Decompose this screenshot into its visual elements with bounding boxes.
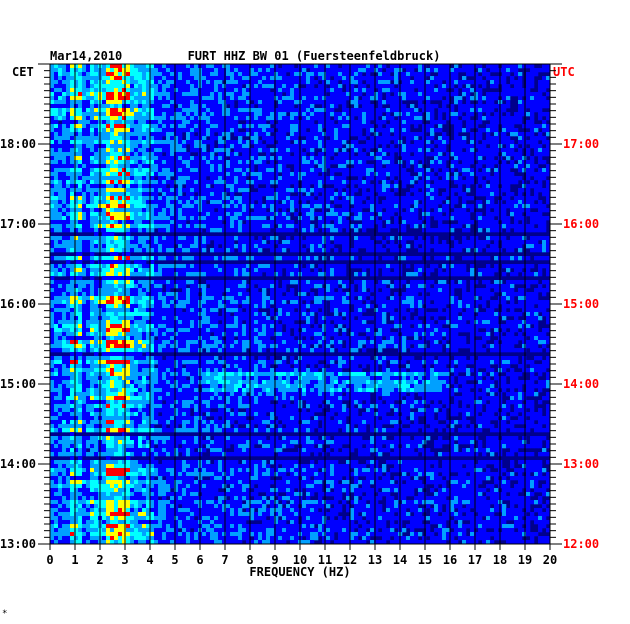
x-tick-label: 3 — [121, 553, 128, 567]
date-label: Mar14,2010 — [50, 49, 122, 63]
cet-axis-label: CET — [12, 65, 34, 79]
plot-area — [49, 63, 551, 545]
cet-hour-label: 15:00 — [0, 377, 36, 391]
utc-hour-label: 12:00 — [563, 537, 599, 551]
cet-hour-label: 14:00 — [0, 457, 36, 471]
x-tick-label: 11 — [318, 553, 332, 567]
x-tick-label: 15 — [418, 553, 432, 567]
utc-hour-label: 17:00 — [563, 137, 599, 151]
grid-lines — [74, 64, 526, 544]
x-tick-label: 1 — [71, 553, 78, 567]
utc-hour-label: 14:00 — [563, 377, 599, 391]
x-axis-label: FREQUENCY (HZ) — [249, 565, 350, 579]
frequency-axis: 0 1 2 3 4 5 6 7 8 9 10 11 12 13 14 15 16 17 18 19 20 — [46, 544, 557, 567]
utc-hour-label: 16:00 — [563, 217, 599, 231]
utc-hour-label: 15:00 — [563, 297, 599, 311]
x-tick-label: 18 — [493, 553, 507, 567]
heatmap-cells — [50, 64, 551, 545]
x-tick-label: 0 — [46, 553, 53, 567]
x-tick-label: 7 — [221, 553, 228, 567]
cet-hour-label: 16:00 — [0, 297, 36, 311]
x-tick-label: 10 — [293, 553, 307, 567]
x-tick-label: 4 — [146, 553, 153, 567]
x-tick-label: 8 — [246, 553, 253, 567]
x-tick-label: 13 — [368, 553, 382, 567]
utc-hour-label: 13:00 — [563, 457, 599, 471]
chart-title: FURT HHZ BW 01 (Fuersteenfeldbruck) — [188, 49, 441, 63]
cet-axis: 13:00 14:00 15:00 16:00 17:00 18:00 — [0, 63, 50, 551]
cet-hour-label: 17:00 — [0, 217, 36, 231]
x-tick-label: 20 — [543, 553, 557, 567]
x-tick-label: 14 — [393, 553, 407, 567]
cet-hour-label: 13:00 — [0, 537, 36, 551]
utc-axis: 12:00 13:00 14:00 15:00 16:00 17:00 — [550, 63, 599, 551]
footer-mark: * — [2, 609, 7, 619]
x-tick-label: 16 — [443, 553, 457, 567]
x-tick-label: 9 — [271, 553, 278, 567]
x-tick-label: 2 — [96, 553, 103, 567]
x-tick-label: 12 — [343, 553, 357, 567]
cet-hour-label: 18:00 — [0, 137, 36, 151]
x-tick-label: 6 — [196, 553, 203, 567]
x-tick-label: 19 — [518, 553, 532, 567]
x-tick-label: 17 — [468, 553, 482, 567]
x-tick-label: 5 — [171, 553, 178, 567]
utc-axis-label: UTC — [553, 65, 575, 79]
